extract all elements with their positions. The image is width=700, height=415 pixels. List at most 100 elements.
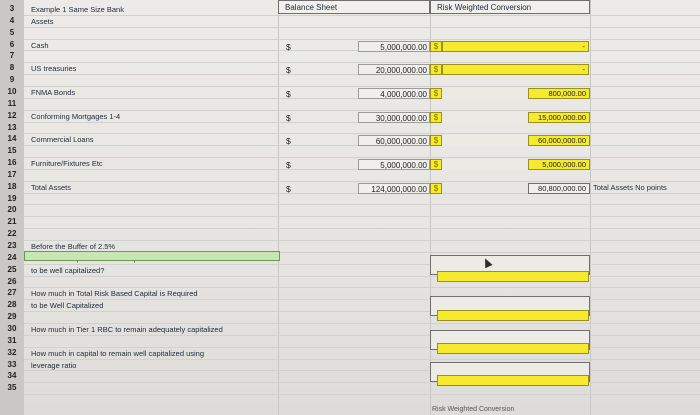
row-gridline [24,26,700,28]
row-number: 16 [7,158,17,168]
answer-fill-leverage[interactable] [437,375,589,386]
row-label[interactable]: How much in Tier 1 RBC to remain adequat… [31,324,223,334]
column-header-balance-label: Balance Sheet [285,3,338,12]
balance-dollar-sign: $ [286,41,291,52]
column-header-risk-weighted: Risk Weighted Conversion [430,0,590,14]
row-number: 8 [9,63,15,73]
row-label[interactable]: US treasuries [31,64,77,74]
column-divider [590,0,591,415]
rwc-dollar-sign[interactable]: $ [430,135,442,147]
balance-amount[interactable]: 60,000,000.00 [358,135,430,147]
row-number: 15 [7,146,17,156]
balance-amount[interactable]: 5,000,000.00 [358,40,430,52]
row-gridline [24,299,700,301]
row-gridline [24,85,700,87]
balance-dollar-sign: $ [286,183,291,194]
rwc-dollar-sign[interactable]: $ [430,87,442,99]
row-number: 4 [9,15,15,25]
rwc-blank-cell[interactable] [442,87,528,99]
row-label[interactable]: to be Well Capitalized [31,301,104,311]
row-label[interactable]: Conforming Mortgages 1-4 [31,111,121,121]
row-gridline [24,228,700,230]
row-gridline [24,287,700,289]
row-gridline [24,240,700,241]
row-number: 26 [7,276,17,286]
balance-amount[interactable]: 124,000,000.00 [358,182,430,194]
row-number: 20 [7,205,17,215]
row-gridline [24,251,700,253]
rwc-blank-cell[interactable] [442,111,528,123]
row-gridline [24,157,700,159]
answer-fill-cet1[interactable] [437,271,589,282]
rwc-dollar-sign[interactable]: $ [430,182,442,194]
row-label[interactable]: leverage ratio [31,360,77,370]
row-number: 35 [7,383,17,393]
green-highlight-row-23 [24,251,280,261]
column-divider [278,0,279,415]
row-number: 34 [7,371,17,381]
row-gridline [24,38,700,40]
rwc-value[interactable]: 800,000.00 [528,87,590,99]
row-label[interactable]: How much in Total Risk Based Capital is … [31,289,198,299]
row-number: 9 [9,75,15,85]
row-gridline [24,382,700,384]
balance-amount[interactable]: 4,000,000.00 [358,87,430,99]
row-number: 33 [7,359,17,369]
row-label[interactable]: Assets [31,16,54,26]
rwc-dollar-sign[interactable]: $ [430,40,442,52]
rwc-value[interactable]: 80,800,000.00 [528,182,590,194]
rwc-blank-cell[interactable] [442,135,528,147]
row-gridline [24,109,700,111]
row-number: 28 [7,300,17,310]
row-number: 10 [7,86,17,96]
row-label[interactable]: Furniture/Fixtures Etc [31,159,103,169]
balance-amount[interactable]: 5,000,000.00 [358,159,430,171]
balance-amount[interactable]: 30,000,000.00 [358,111,430,123]
row-number: 27 [7,288,17,298]
row-number: 11 [7,98,17,108]
row-label[interactable]: How much in capital to remain well capit… [31,348,204,358]
row-gridline [24,334,700,336]
row-gridline [24,275,700,277]
row-number: 32 [7,347,17,357]
answer-fill-total-rbc[interactable] [437,310,589,321]
row-gridline [24,263,700,265]
row-number: 19 [7,193,17,203]
rwc-value[interactable]: - [442,40,589,52]
rwc-value[interactable]: 15,000,000.00 [528,111,590,123]
column-header-balance-sheet: Balance Sheet [278,0,430,14]
rwc-value[interactable]: 60,000,000.00 [528,135,590,147]
row-gridline [24,180,700,182]
row-gridline [24,311,700,313]
row-label[interactable]: FNMA Bonds [31,87,76,97]
balance-dollar-sign: $ [286,112,291,123]
column-divider [430,0,431,415]
row-gridline [24,62,700,64]
row-number: 22 [7,229,17,239]
row-gridline [24,370,700,372]
row-number: 17 [7,169,17,179]
row-gridline [24,394,700,396]
rwc-value[interactable]: - [442,64,589,76]
row-label[interactable]: to be well capitalized? [31,265,105,275]
answer-fill-tier1[interactable] [437,343,589,354]
row-label[interactable]: Before the Buffer of 2.5% [31,242,116,251]
row-number: 25 [7,264,17,274]
row-gridline [24,133,700,135]
row-number: 29 [7,312,17,322]
row-gridline [24,358,700,360]
total-assets-note: Total Assets No points [593,182,667,192]
rwc-value[interactable]: 5,000,000.00 [528,159,590,171]
row-label[interactable]: Commercial Loans [31,135,94,145]
row-label[interactable]: Cash [31,40,49,50]
rwc-blank-cell[interactable] [442,159,528,171]
row-number: 23 [7,241,17,250]
row-label[interactable]: Example 1 Same Size Bank [31,5,124,14]
row-header-column [0,0,24,415]
rwc-dollar-sign[interactable]: $ [430,111,442,123]
rwc-dollar-sign[interactable]: $ [430,159,442,171]
rwc-dollar-sign[interactable]: $ [430,64,442,76]
balance-amount[interactable]: 20,000,000.00 [358,64,430,76]
row-label[interactable]: Total Assets [31,182,72,192]
row-number: 14 [7,134,17,144]
